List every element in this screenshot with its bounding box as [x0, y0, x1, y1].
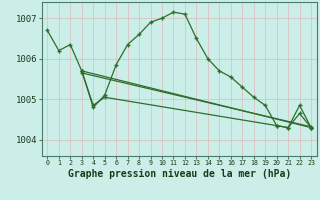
X-axis label: Graphe pression niveau de la mer (hPa): Graphe pression niveau de la mer (hPa): [68, 169, 291, 179]
